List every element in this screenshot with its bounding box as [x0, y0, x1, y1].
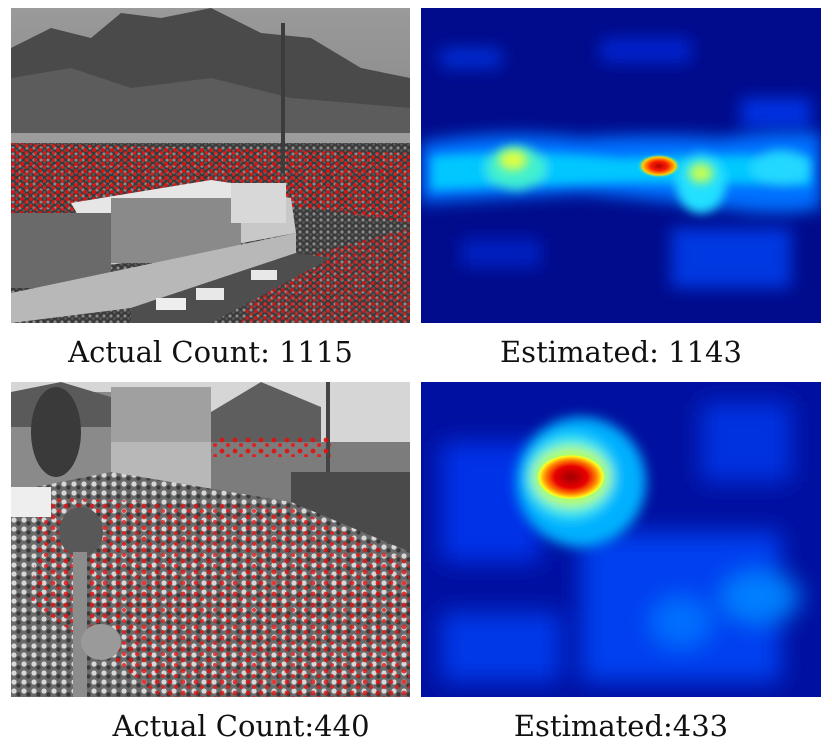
estimated-count-caption-stadium: Estimated: 1143	[500, 335, 742, 369]
actual-count-caption-stadium: Actual Count: 1115	[68, 335, 353, 369]
actual-count-caption-street: Actual Count:440	[112, 709, 370, 743]
density-map-street	[421, 382, 821, 697]
estimated-count-caption-street: Estimated:433	[513, 709, 729, 743]
crowd-photo-stadium	[11, 8, 410, 323]
density-map-stadium	[421, 8, 821, 323]
crowd-photo-street	[11, 382, 410, 697]
